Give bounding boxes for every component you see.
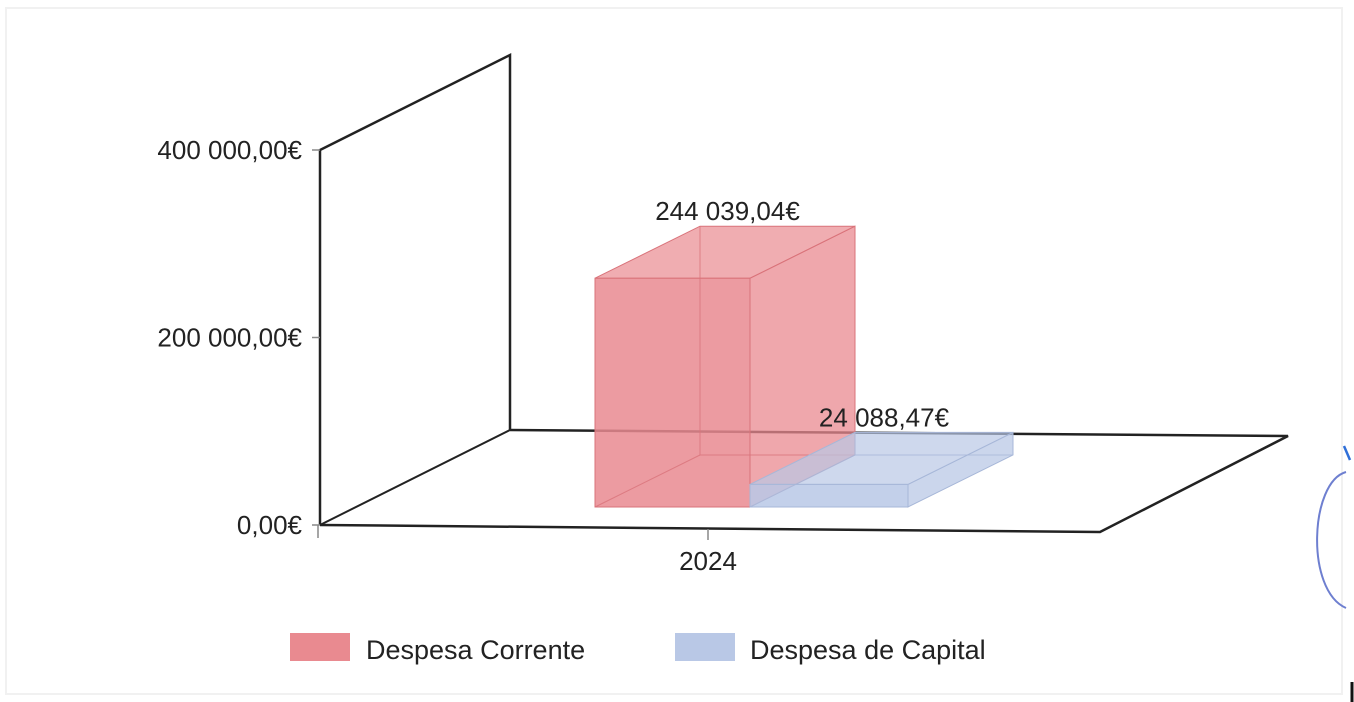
y-tick-label: 400 000,00€ <box>157 135 302 165</box>
y-tick-label: 200 000,00€ <box>157 323 302 353</box>
x-tick-label: 2024 <box>679 546 737 576</box>
y-axis: 0,00€ 200 000,00€ 400 000,00€ <box>157 135 320 540</box>
bar-back-edge <box>594 454 701 508</box>
bars-group <box>594 225 1014 508</box>
bar-despesa-de-capital <box>749 431 1014 508</box>
legend-item-despesa-corrente: Despesa Corrente <box>290 633 585 665</box>
floor-left-edge <box>319 429 511 526</box>
pen-mark-drawing <box>1316 471 1347 609</box>
legend-label: Despesa de Capital <box>750 635 986 665</box>
y-tick-label: 0,00€ <box>237 510 303 540</box>
pen-tick-drawing <box>1342 445 1352 461</box>
bar-despesa-corrente <box>594 225 856 508</box>
chart-border <box>5 7 1343 695</box>
x-axis: 2024 <box>317 525 737 576</box>
data-label-despesa-corrente: 244 039,04€ <box>655 196 800 226</box>
legend-label: Despesa Corrente <box>366 635 585 665</box>
data-labels-group: 244 039,04€ 24 088,47€ <box>655 196 949 432</box>
bar-back-edge <box>749 454 856 508</box>
bar-front-face <box>594 277 751 508</box>
legend-item-despesa-de-capital: Despesa de Capital <box>675 633 986 665</box>
legend-swatch <box>675 633 735 661</box>
data-label-despesa-de-capital: 24 088,47€ <box>819 402 950 432</box>
legend: Despesa Corrente Despesa de Capital <box>290 633 986 665</box>
back-wall-outline <box>318 52 512 525</box>
bar-front-face <box>749 483 909 508</box>
legend-swatch <box>290 633 350 661</box>
